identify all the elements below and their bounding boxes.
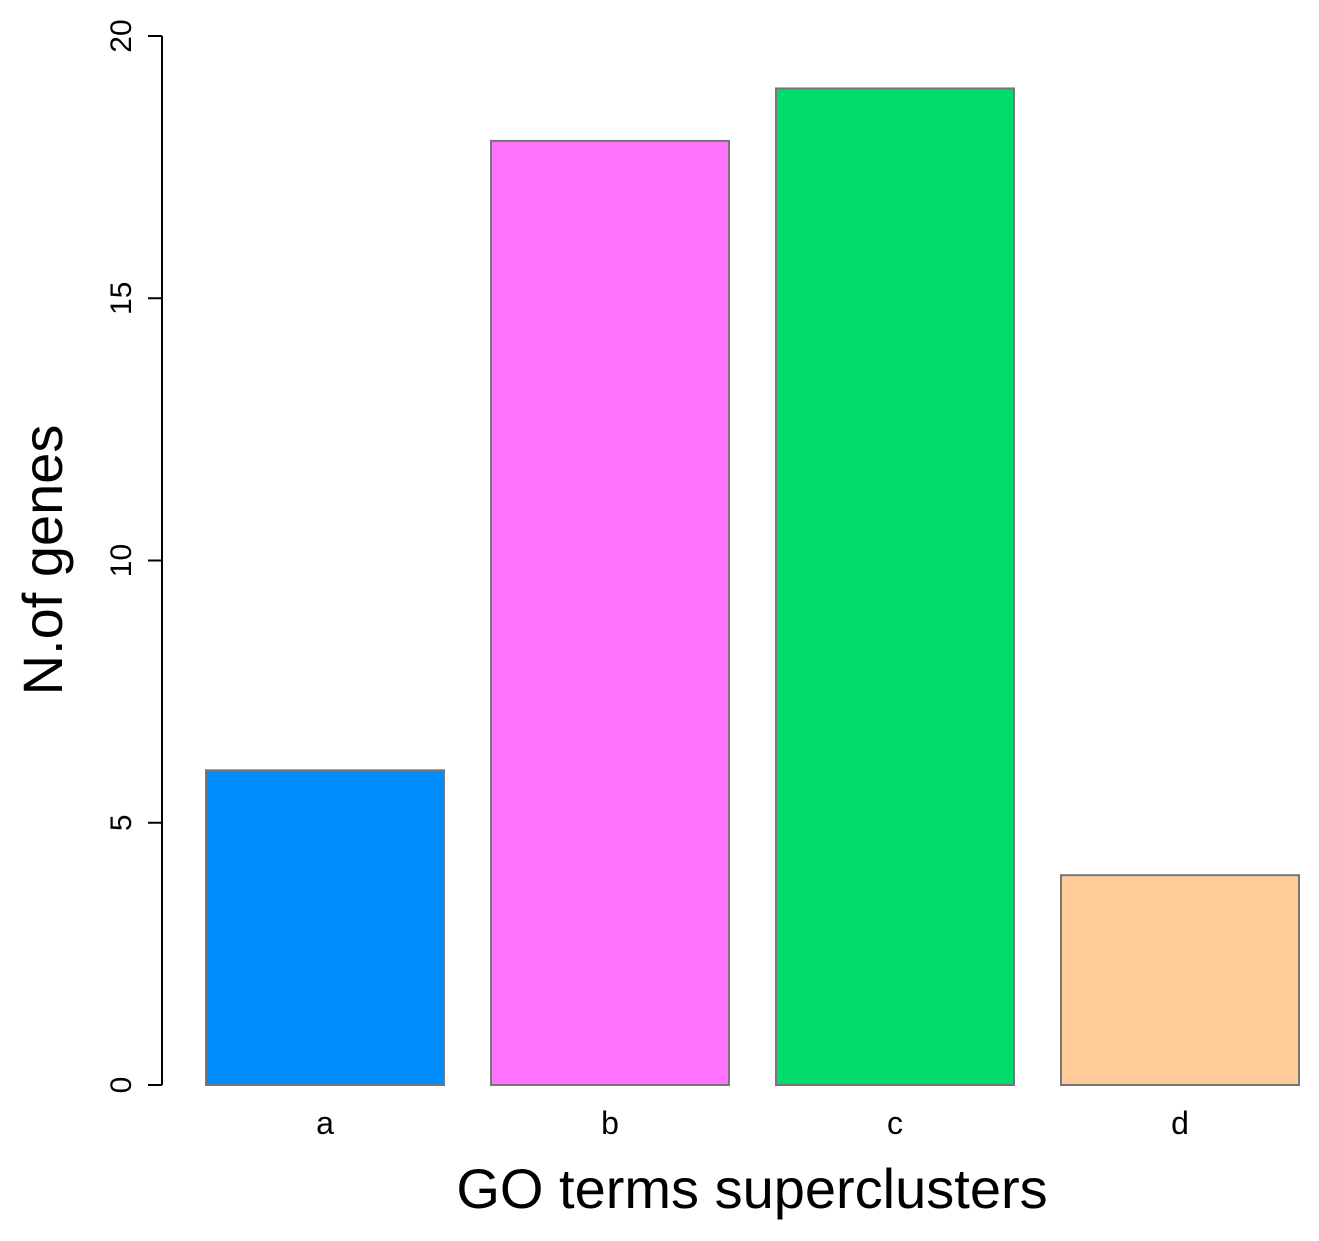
x-tick-label-d: d	[1171, 1105, 1189, 1141]
y-tick-label: 10	[105, 544, 138, 577]
y-ticks: 0 5 10 15 20	[105, 19, 162, 1093]
y-tick-label: 0	[105, 1077, 138, 1094]
x-axis-title: GO terms superclusters	[456, 1157, 1047, 1220]
y-tick-label: 15	[105, 282, 138, 315]
y-axis: 0 5 10 15 20	[105, 19, 163, 1093]
x-tick-label-b: b	[601, 1105, 619, 1141]
bar-b	[490, 139, 730, 1086]
y-axis-title: N.of genes	[11, 425, 74, 696]
x-tick-label-c: c	[887, 1105, 903, 1141]
y-tick-label: 5	[105, 814, 138, 831]
bar-d	[1060, 874, 1300, 1087]
bars	[205, 87, 1300, 1087]
x-tick-label-a: a	[316, 1105, 334, 1141]
x-tick-labels: a b c d	[316, 1105, 1189, 1141]
bar-a	[205, 769, 445, 1086]
bar-c	[775, 87, 1015, 1086]
y-tick-label: 20	[105, 19, 138, 52]
